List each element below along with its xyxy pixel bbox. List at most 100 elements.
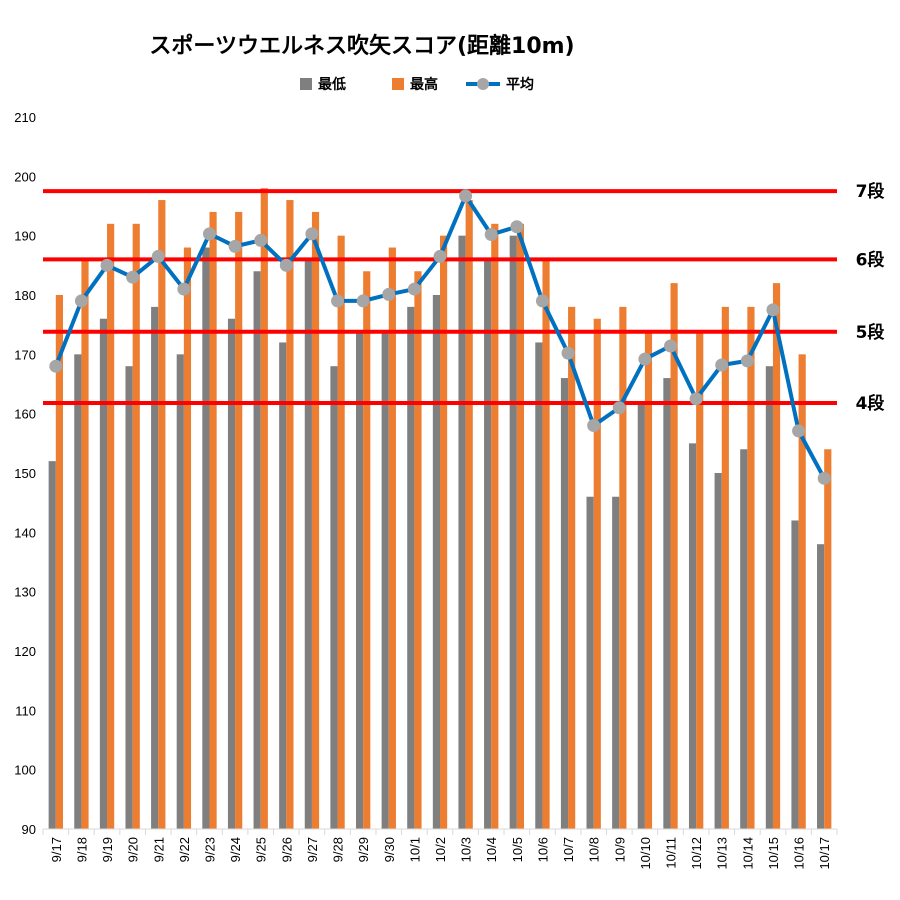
x-tick-label: 9/19 — [100, 837, 115, 862]
bar-max — [107, 223, 115, 830]
average-point — [740, 354, 754, 368]
average-point — [587, 419, 601, 433]
y-tick-label: 200 — [14, 169, 36, 184]
bar-max — [414, 271, 422, 829]
y-tick-label: 140 — [14, 525, 36, 540]
bar-max — [824, 449, 832, 829]
x-tick-label: 10/17 — [817, 837, 832, 870]
bar-min — [48, 461, 56, 829]
legend-label: 平均 — [506, 76, 534, 93]
bar-min — [381, 330, 389, 829]
y-tick-label: 180 — [14, 288, 36, 303]
average-point — [151, 249, 165, 263]
bar-max — [516, 223, 525, 830]
x-tick-label: 9/22 — [177, 837, 192, 862]
bar-min — [765, 366, 773, 829]
average-point — [177, 282, 191, 296]
bar-max — [311, 211, 320, 829]
average-point — [49, 359, 63, 373]
y-tick-label: 210 — [14, 110, 36, 125]
bar-min — [227, 318, 236, 829]
x-tick-label: 9/27 — [305, 837, 320, 862]
bar-max — [55, 295, 63, 829]
bar-min — [330, 366, 338, 829]
x-tick-label: 10/4 — [484, 837, 499, 862]
average-line — [49, 189, 831, 485]
average-point — [715, 358, 729, 372]
legend-swatch-min — [300, 78, 312, 90]
bar-min — [560, 378, 569, 829]
bar-max — [747, 306, 755, 829]
bar-max — [465, 200, 473, 830]
average-point — [459, 189, 473, 203]
bar-min — [151, 306, 159, 829]
x-tick-label: 10/16 — [792, 837, 807, 870]
y-tick-label: 120 — [14, 644, 36, 659]
average-point — [612, 401, 626, 415]
bar-max — [644, 330, 653, 829]
average-point — [126, 270, 140, 284]
x-tick-label: 10/1 — [407, 837, 422, 862]
legend-swatch-avg-marker — [477, 78, 489, 90]
bar-min — [202, 247, 210, 830]
bar-max — [670, 283, 678, 830]
x-tick-label: 10/15 — [766, 837, 781, 870]
average-point — [689, 392, 703, 406]
average-point — [638, 352, 652, 366]
bar-max — [286, 200, 294, 830]
average-point — [561, 346, 575, 360]
bar-max — [235, 211, 243, 829]
bar-max — [260, 188, 268, 829]
y-tick-label: 170 — [14, 347, 36, 362]
bar-min — [458, 235, 466, 829]
x-tick-label: 9/30 — [382, 837, 397, 862]
bar-min — [637, 401, 645, 829]
bar-max — [158, 200, 166, 830]
x-tick-label: 9/18 — [74, 837, 89, 862]
x-tick-label: 10/10 — [638, 837, 653, 870]
x-tick-label: 10/5 — [510, 837, 525, 862]
legend-label: 最高 — [410, 76, 438, 93]
y-axis: 90 100 110 120 130 140 150 160 170 180 190 200 210 — [14, 110, 36, 837]
bar-max — [772, 283, 781, 830]
x-tick-label: 10/2 — [433, 837, 448, 862]
bar-min — [432, 295, 440, 829]
y-tick-label: 90 — [22, 822, 36, 837]
bar-max — [440, 235, 448, 829]
reference-line-label: 7段 — [856, 181, 885, 202]
x-tick-label: 10/14 — [740, 837, 755, 870]
bar-min — [586, 496, 594, 829]
bar-max — [798, 354, 806, 829]
average-point — [202, 227, 216, 241]
bar-min — [279, 342, 287, 829]
bar-max — [132, 223, 140, 830]
x-tick-label: 9/20 — [126, 837, 141, 862]
plot-area — [48, 188, 832, 830]
legend-label: 最低 — [318, 76, 346, 93]
average-point — [382, 287, 396, 301]
x-tick-label: 9/29 — [356, 837, 371, 862]
x-tick-label: 10/11 — [664, 837, 679, 869]
x-tick-label: 9/25 — [254, 837, 269, 862]
bar-max — [542, 259, 550, 829]
bar-min — [817, 544, 825, 829]
x-tick-label: 9/23 — [202, 837, 217, 862]
bar-min — [484, 259, 492, 829]
y-tick-label: 130 — [14, 585, 36, 600]
bar-max — [81, 259, 89, 829]
average-point — [664, 339, 678, 353]
bar-min — [509, 235, 517, 829]
y-tick-label: 150 — [14, 466, 36, 481]
x-tick-label: 10/3 — [459, 837, 474, 862]
average-point — [510, 220, 524, 234]
legend-swatch-max — [392, 78, 404, 90]
average-point — [100, 258, 114, 272]
bar-min — [714, 473, 722, 829]
x-tick-label: 10/13 — [715, 837, 730, 870]
bar-max — [593, 318, 601, 829]
x-tick-label: 10/7 — [561, 837, 576, 862]
bar-max — [696, 330, 704, 829]
x-tick-label: 10/9 — [612, 837, 627, 862]
x-tick-label: 9/17 — [49, 837, 64, 862]
